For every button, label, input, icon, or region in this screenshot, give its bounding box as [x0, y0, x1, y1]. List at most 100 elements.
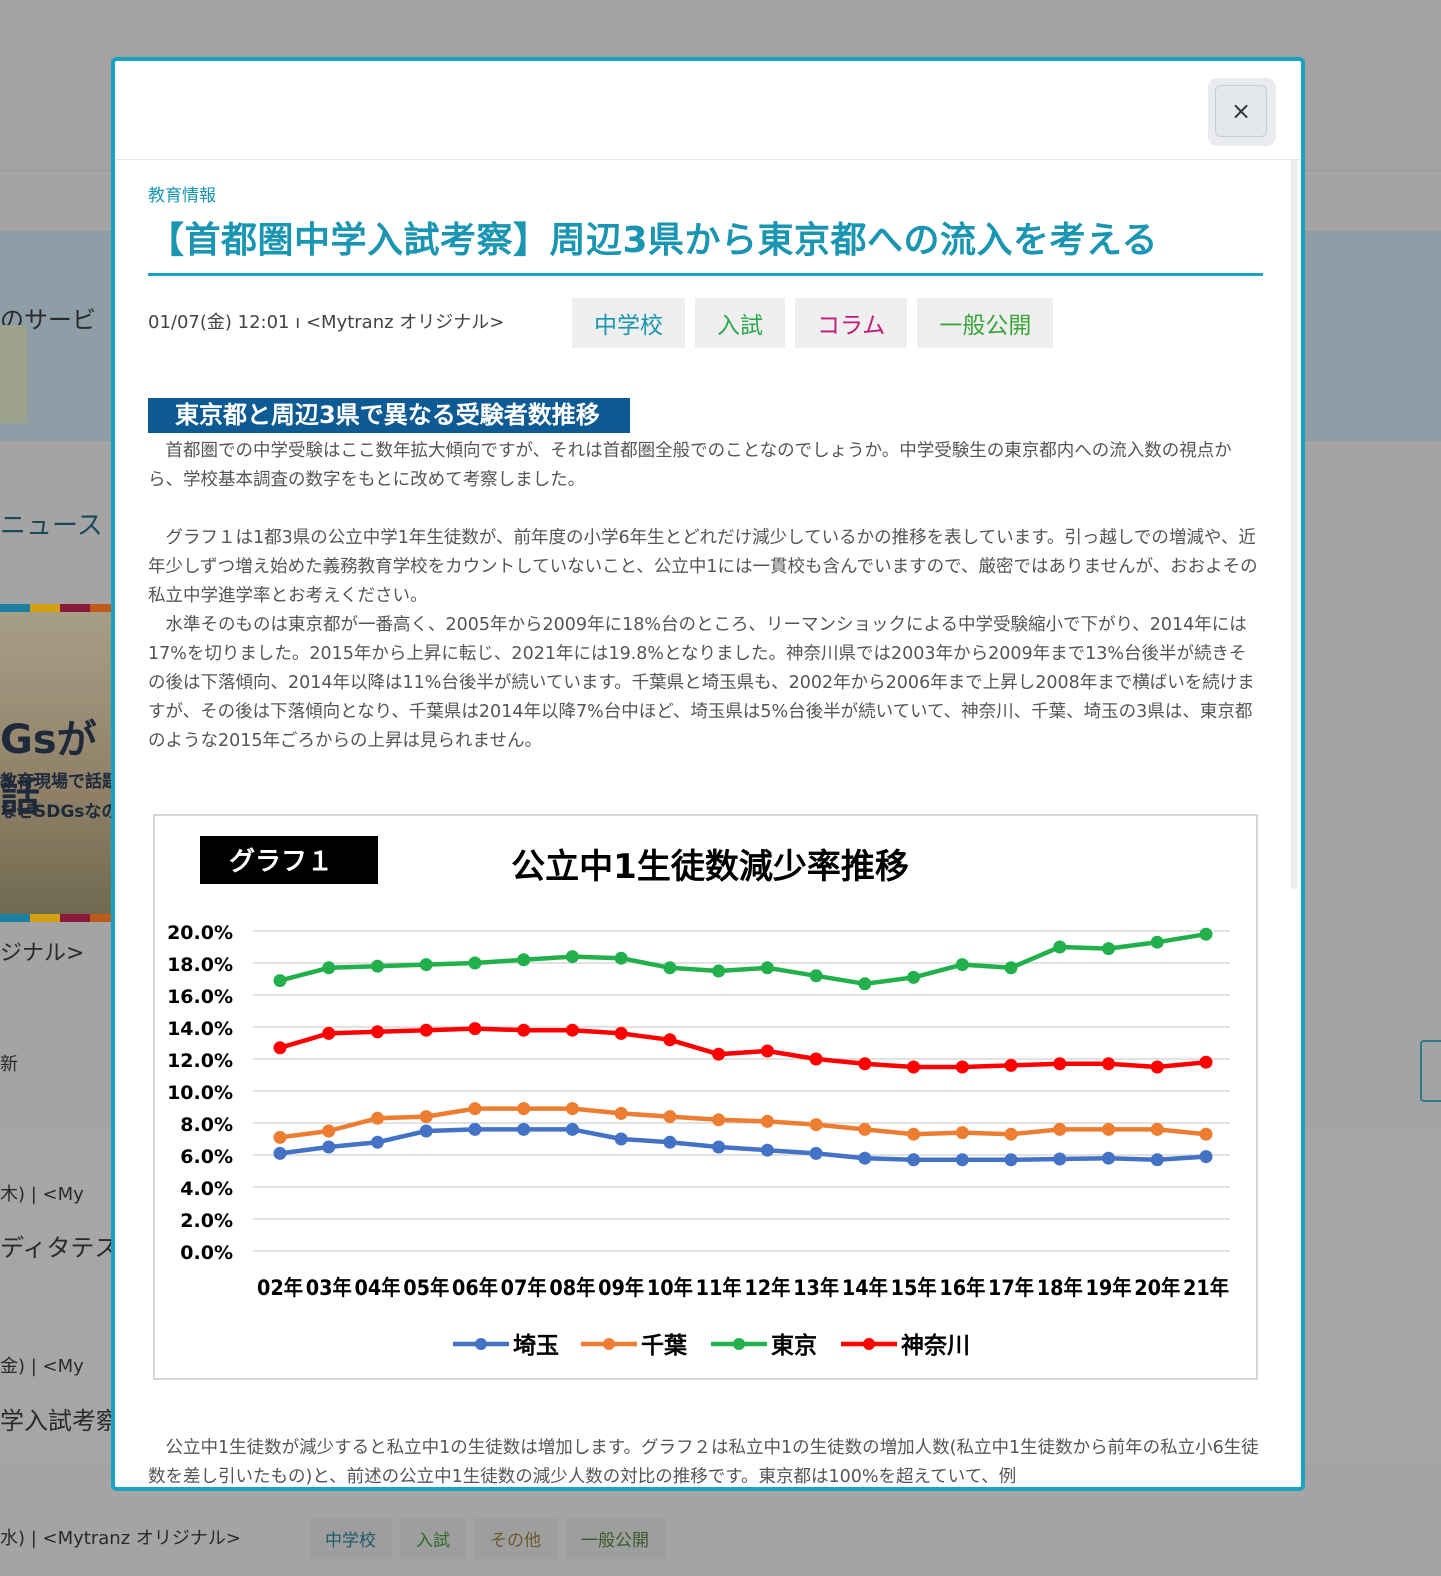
data-point	[468, 1022, 482, 1036]
legend-label: 埼玉	[513, 1333, 559, 1359]
data-point	[614, 1132, 628, 1146]
bg-new-label: 新	[0, 1054, 18, 1075]
data-point	[1199, 927, 1213, 941]
data-point	[1150, 935, 1164, 949]
data-point	[1004, 1153, 1018, 1167]
x-tick-label: 17年	[988, 1276, 1034, 1300]
data-point	[760, 961, 774, 975]
data-point	[1053, 940, 1067, 954]
x-tick-label: 02年	[257, 1276, 303, 1300]
data-point	[955, 1060, 969, 1074]
legend-marker	[863, 1338, 875, 1350]
data-point	[809, 1052, 823, 1066]
x-tick-label: 04年	[354, 1276, 400, 1300]
x-tick-label: 11年	[696, 1276, 742, 1300]
article-title: 【首都圏中学入試考察】周辺3県から東京都への流入を考える	[148, 211, 1263, 276]
series-line-千葉	[279, 1106, 1207, 1140]
data-point	[273, 1041, 287, 1055]
data-point	[370, 959, 384, 973]
paragraph: 首都圏での中学受験はここ数年拡大傾向ですが、それは首都圏全般でのことなのでしょう…	[148, 441, 1232, 490]
tag-public[interactable]: 一般公開	[917, 298, 1054, 348]
data-point	[1004, 961, 1018, 975]
data-point	[517, 1122, 531, 1136]
section-heading: 東京都と周辺3県で異なる受験者数推移	[148, 398, 630, 433]
data-point	[322, 1140, 336, 1154]
data-point	[907, 1127, 921, 1141]
x-tick-label: 13年	[793, 1276, 839, 1300]
bg-tag[interactable]: その他	[474, 1518, 557, 1559]
y-tick-label: 18.0%	[167, 954, 233, 976]
bg-side-button[interactable]	[1420, 1040, 1441, 1102]
data-point	[712, 1140, 726, 1154]
bg-tag[interactable]: 中学校	[309, 1518, 392, 1559]
data-point	[468, 1102, 482, 1116]
paragraph: 水準そのものは東京都が一番高く、2005年から2009年に18%台のところ、リー…	[148, 615, 1255, 751]
article-meta: 01/07(金) 12:01 ı <Mytranz オリジナル> 中学校 入試 …	[148, 298, 1263, 350]
data-point	[322, 1026, 336, 1040]
data-point	[955, 1126, 969, 1140]
data-point	[663, 961, 677, 975]
data-point	[1102, 1151, 1116, 1165]
data-point	[955, 1153, 969, 1167]
data-point	[1102, 1057, 1116, 1071]
data-point	[614, 1026, 628, 1040]
bg-item-title[interactable]: ディタテス	[0, 1234, 119, 1262]
series-line-神奈川	[279, 1026, 1207, 1070]
data-point	[1150, 1153, 1164, 1167]
tag-junior-high[interactable]: 中学校	[572, 298, 685, 348]
bg-item-date: 金) | <My	[0, 1356, 84, 1377]
modal-scrollbar[interactable]	[1291, 159, 1297, 889]
y-tick-label: 4.0%	[180, 1178, 233, 1200]
article-content: 教育情報 【首都圏中学入試考察】周辺3県から東京都への流入を考える 01/07(…	[148, 181, 1263, 1380]
data-point	[712, 1113, 726, 1127]
legend-label: 東京	[771, 1332, 817, 1359]
data-point	[273, 974, 287, 988]
article-tags: 中学校 入試 コラム 一般公開	[572, 298, 1054, 348]
data-point	[565, 950, 579, 964]
x-tick-label: 21年	[1183, 1276, 1229, 1300]
tag-column[interactable]: コラム	[795, 298, 908, 348]
data-point	[858, 1122, 872, 1136]
bg-tag[interactable]: 入試	[400, 1518, 466, 1559]
article-modal: × 教育情報 【首都圏中学入試考察】周辺3県から東京都への流入を考える 01/0…	[111, 57, 1305, 1491]
y-tick-label: 2.0%	[180, 1210, 233, 1232]
data-point	[565, 1122, 579, 1136]
data-point	[955, 958, 969, 972]
data-point	[419, 1023, 433, 1037]
data-point	[1053, 1152, 1067, 1166]
data-point	[614, 951, 628, 965]
bg-sdgs-banner[interactable]: Gsが話 教育現場で話題 なぜSDGsなの	[0, 612, 120, 914]
legend-marker	[603, 1338, 615, 1350]
tag-exam[interactable]: 入試	[695, 298, 785, 348]
data-point	[1004, 1058, 1018, 1072]
x-tick-label: 16年	[939, 1276, 985, 1300]
data-point	[760, 1143, 774, 1157]
bg-stripes-top	[0, 604, 120, 612]
article-category[interactable]: 教育情報	[148, 186, 216, 206]
close-button[interactable]: ×	[1215, 85, 1267, 137]
data-point	[370, 1135, 384, 1149]
data-point	[663, 1135, 677, 1149]
bg-tag[interactable]: 一般公開	[565, 1518, 665, 1559]
article-body: 首都圏での中学受験はここ数年拡大傾向ですが、それは首都圏全般でのことなのでしょう…	[148, 437, 1263, 756]
data-point	[322, 961, 336, 975]
y-tick-label: 6.0%	[180, 1146, 233, 1168]
data-point	[517, 1102, 531, 1116]
data-point	[1004, 1127, 1018, 1141]
bg-item-title[interactable]: 学入試考察	[0, 1407, 120, 1435]
bg-banner-sub2: なぜSDGsなの	[0, 802, 119, 822]
data-point	[907, 970, 921, 984]
bg-original-label: ジナル>	[0, 941, 85, 966]
data-point	[1150, 1122, 1164, 1136]
y-tick-label: 16.0%	[167, 986, 233, 1008]
line-chart: グラフ１ 公立中1生徒数減少率推移 20.0% 18.0% 16.0% 14.0% 12…	[167, 836, 1230, 1359]
data-point	[1053, 1057, 1067, 1071]
bg-item-tags: 中学校 入試 その他 一般公開	[309, 1518, 665, 1559]
data-point	[273, 1130, 287, 1144]
data-point	[809, 1118, 823, 1132]
bg-item-date: 水) | <Mytranz オリジナル>	[0, 1528, 241, 1549]
data-point	[1150, 1060, 1164, 1074]
x-tick-label: 10年	[647, 1276, 693, 1300]
y-tick-label: 14.0%	[167, 1018, 233, 1040]
data-point	[1199, 1127, 1213, 1141]
